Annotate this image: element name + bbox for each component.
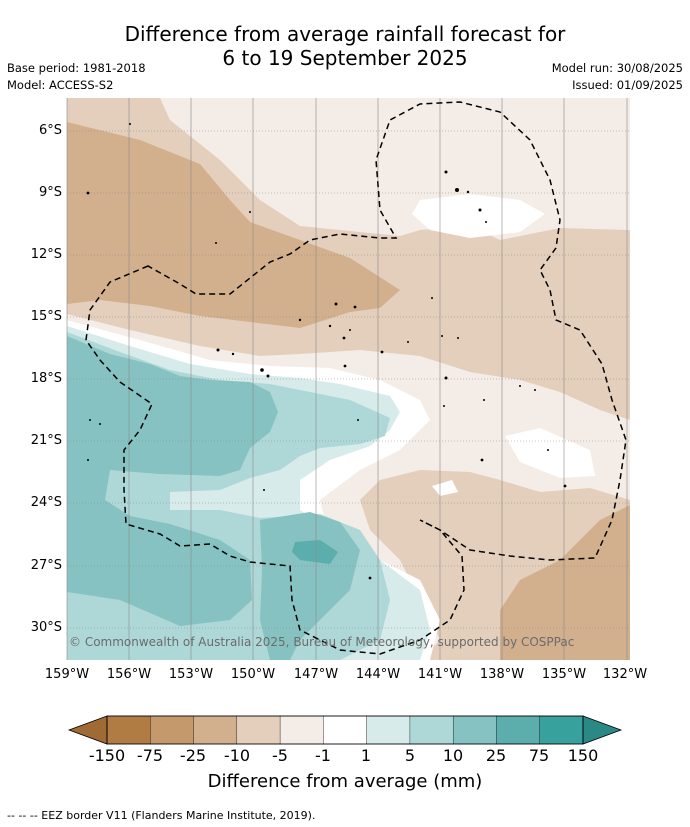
colorbar-tick: -1 (315, 746, 331, 765)
title-line-1: Difference from average rainfall forecas… (124, 22, 566, 46)
region-minus-10-to-25-southeast (500, 505, 630, 660)
eez-border (85, 101, 627, 655)
lat-label: 12°S (30, 247, 62, 262)
lon-label: 141°W (417, 667, 463, 682)
colorbar-frame (106, 715, 584, 745)
lat-label: 30°S (30, 620, 62, 635)
colorbar-tick: 1 (360, 746, 372, 765)
colorbar (67, 715, 623, 745)
gridlines (66, 98, 630, 660)
lon-label: 147°W (293, 667, 339, 682)
islands (86, 123, 567, 580)
title-line-2: 6 to 19 September 2025 (222, 46, 468, 70)
colorbar-tick: -10 (223, 746, 251, 765)
lon-label: 144°W (355, 667, 401, 682)
colorbar-segment (409, 715, 454, 745)
region-10-to-25-south (260, 512, 360, 660)
colorbar-label: Difference from average (mm) (207, 771, 483, 792)
lon-label: 156°W (106, 667, 152, 682)
map-title: Difference from average rainfall forecas… (0, 22, 690, 70)
colorbar-tick: 5 (404, 746, 416, 765)
colorbar-segment (323, 715, 368, 745)
lat-label: 27°S (30, 558, 62, 573)
lon-label: 132°W (602, 667, 648, 682)
lon-label: 159°W (44, 667, 90, 682)
region-near-zero-small (432, 480, 458, 496)
colorbar-tick: 75 (528, 746, 550, 765)
colorbar-tick: -150 (88, 746, 126, 765)
region-minus-10-to-25-west (67, 122, 400, 328)
colorbar-segment (539, 715, 584, 745)
colorbar-tick: -25 (179, 746, 207, 765)
lat-label: 15°S (30, 309, 62, 324)
colorbar-segment (452, 715, 498, 745)
lat-label: 21°S (30, 433, 62, 448)
region-25-to-75 (292, 540, 338, 564)
region-near-zero-east (505, 428, 595, 478)
model-name: Model: ACCESS-S2 (7, 78, 114, 92)
colorbar-tick: 150 (567, 746, 599, 765)
model-info: Base period: 1981-2018 Model: ACCESS-S2 (7, 60, 146, 94)
colorbar-segment (106, 715, 151, 745)
model-run: Model run: 30/08/2025 (551, 61, 683, 75)
lat-label: 6°S (38, 123, 62, 138)
colorbar-segment (193, 715, 238, 745)
base-period: Base period: 1981-2018 (7, 61, 146, 75)
colorbar-tick: -75 (136, 746, 164, 765)
colorbar-tick: -5 (272, 746, 288, 765)
eez-legend: -- -- -- EEZ border V11 (Flanders Marine… (7, 809, 316, 822)
colorbar-extend-high (582, 715, 623, 745)
issued-date: Issued: 01/09/2025 (572, 78, 683, 92)
lon-label: 153°W (168, 667, 214, 682)
rainfall-map (66, 98, 630, 660)
lon-label: 135°W (541, 667, 587, 682)
lon-label: 150°W (230, 667, 276, 682)
colorbar-segments (106, 715, 584, 745)
colorbar-extend-low (67, 715, 108, 745)
colorbar-segment (366, 715, 411, 745)
lon-label: 138°W (479, 667, 525, 682)
colorbar-segment (496, 715, 541, 745)
colorbar-segment (279, 715, 325, 745)
lat-label: 24°S (30, 495, 62, 510)
run-info: Model run: 30/08/2025 Issued: 01/09/2025 (552, 60, 683, 94)
copyright-credit: © Commonwealth of Australia 2025, Bureau… (69, 635, 575, 649)
lat-label: 9°S (38, 185, 62, 200)
colorbar-segment (150, 715, 195, 745)
map-fill (67, 98, 630, 660)
colorbar-tick: 25 (485, 746, 507, 765)
colorbar-tick: 10 (442, 746, 464, 765)
region-near-zero-north (412, 194, 545, 238)
colorbar-segment (236, 715, 281, 745)
lat-label: 18°S (30, 371, 62, 386)
region-10-to-25-inner (210, 384, 260, 430)
